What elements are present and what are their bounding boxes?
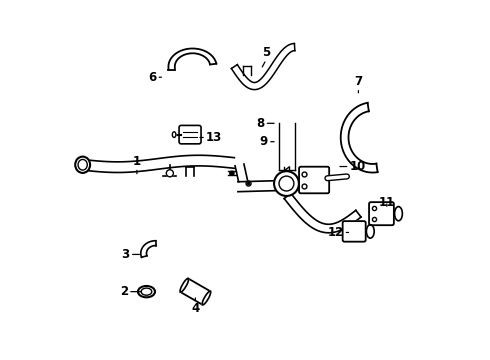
Ellipse shape	[394, 207, 402, 221]
Circle shape	[230, 171, 234, 175]
Text: 5: 5	[262, 46, 270, 59]
Text: 9: 9	[260, 135, 268, 148]
Ellipse shape	[180, 278, 189, 292]
Text: 1: 1	[133, 154, 141, 168]
Text: 4: 4	[191, 302, 199, 315]
Ellipse shape	[75, 157, 90, 173]
FancyBboxPatch shape	[369, 202, 394, 225]
Circle shape	[166, 170, 173, 177]
Text: 8: 8	[256, 117, 265, 130]
Text: 7: 7	[354, 75, 363, 88]
Ellipse shape	[138, 286, 155, 297]
Text: 3: 3	[122, 248, 130, 261]
Text: 2: 2	[120, 285, 128, 298]
Text: 10: 10	[349, 160, 366, 173]
Text: 13: 13	[206, 131, 222, 144]
Text: 6: 6	[148, 71, 156, 84]
Circle shape	[274, 171, 299, 196]
Text: 12: 12	[327, 226, 343, 239]
FancyBboxPatch shape	[343, 221, 366, 242]
Ellipse shape	[141, 288, 152, 295]
Polygon shape	[180, 279, 210, 305]
FancyBboxPatch shape	[179, 125, 201, 144]
Circle shape	[247, 183, 249, 185]
Ellipse shape	[172, 132, 176, 138]
Ellipse shape	[202, 291, 211, 305]
Ellipse shape	[367, 225, 374, 238]
Text: 11: 11	[379, 196, 395, 209]
FancyBboxPatch shape	[299, 167, 329, 193]
